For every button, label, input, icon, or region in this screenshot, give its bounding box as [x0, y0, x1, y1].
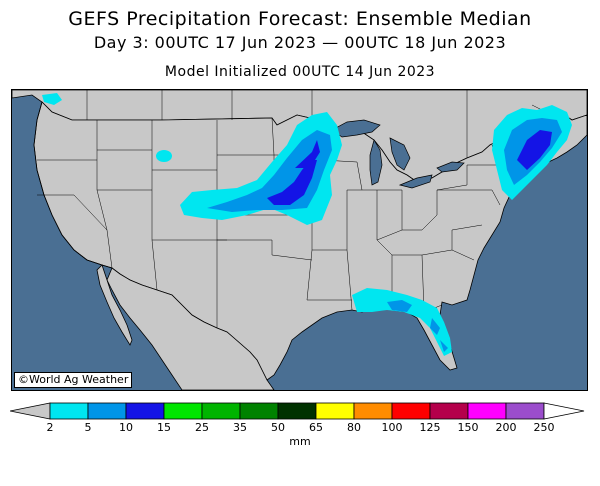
colorbar-cell: [429, 402, 469, 420]
colorbar-cell: [315, 402, 355, 420]
colorbar-tick-label: 5: [84, 421, 92, 434]
colorbar-cell: [505, 402, 545, 420]
colorbar: [10, 402, 585, 420]
colorbar-tick-label: 50: [271, 421, 285, 434]
lake-ontario: [436, 161, 465, 173]
precip-map: ©World Ag Weather: [11, 89, 588, 391]
colorbar-tick-label: 100: [381, 421, 403, 434]
lake-superior: [331, 119, 381, 138]
colorbar-tick-label: 10: [119, 421, 133, 434]
colorbar-cell: [391, 402, 431, 420]
init-time: Model Initialized 00UTC 14 Jun 2023: [164, 64, 436, 80]
map-svg: [12, 90, 587, 390]
colorbar-cell: [467, 402, 507, 420]
precip-northeast: [492, 105, 572, 200]
colorbar-over-arrow: [543, 402, 585, 420]
colorbar-tick-label: 250: [533, 421, 555, 434]
colorbar-cell: [277, 402, 317, 420]
colorbar-cell: [49, 402, 89, 420]
province-lines: [86, 90, 553, 158]
colorbar-tick-label: 200: [495, 421, 517, 434]
colorbar-tick-label: 25: [195, 421, 209, 434]
lake-huron: [389, 137, 411, 171]
precip-gulf: [352, 288, 452, 356]
colorbar-tick-label: 15: [157, 421, 171, 434]
lake-michigan: [369, 139, 383, 186]
precip-nw: [42, 93, 62, 105]
colorbar-tick-label: 125: [419, 421, 441, 434]
coastline-overlay: [33, 101, 113, 269]
colorbar-tick-label: 65: [309, 421, 323, 434]
colorbar-cell: [87, 402, 127, 420]
colorbar-tick-label: 35: [233, 421, 247, 434]
colorbar-cell: [125, 402, 165, 420]
precip-plains: [180, 112, 342, 225]
colorbar-cell: [353, 402, 393, 420]
colorbar-unit: mm: [289, 435, 311, 448]
valid-period: Day 3: 00UTC 17 Jun 2023 — 00UTC 18 Jun …: [93, 33, 507, 52]
colorbar-cell: [239, 402, 279, 420]
colorbar-tick-label: 2: [46, 421, 54, 434]
colorbar-under-arrow: [10, 402, 51, 420]
colorbar-tick-label: 80: [347, 421, 361, 434]
mexico-land: [106, 267, 275, 390]
colorbar-cell: [163, 402, 203, 420]
map-title: GEFS Precipitation Forecast: Ensemble Me…: [68, 8, 532, 30]
colorbar-tick-label: 150: [457, 421, 479, 434]
colorbar-cell: [201, 402, 241, 420]
baja-land: [96, 264, 133, 346]
credit-label: ©World Ag Weather: [14, 372, 133, 388]
precip-montana: [156, 150, 172, 162]
lake-erie: [398, 174, 433, 189]
